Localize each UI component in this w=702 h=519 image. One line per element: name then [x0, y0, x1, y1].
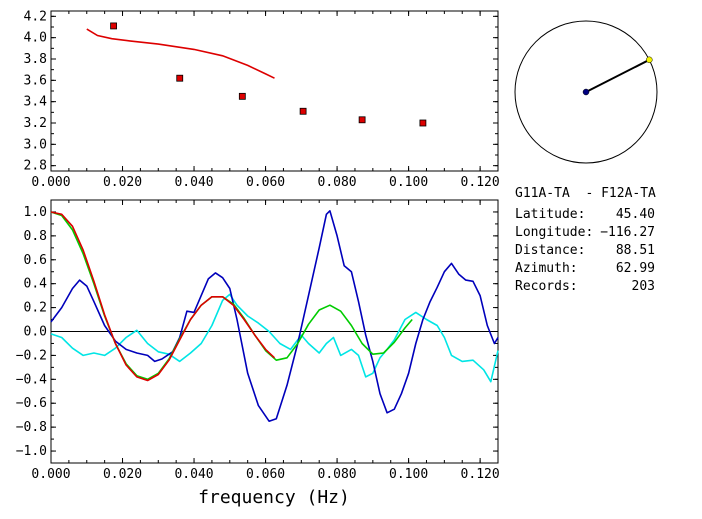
measurement-point	[419, 119, 427, 127]
measurement-point	[238, 92, 246, 100]
dispersion-axes: 0.000 0.020 0.040 0.060 0.080 0.100 0.120 2.8 3.…	[24, 9, 500, 190]
x-tick-label: 0.000	[31, 175, 70, 190]
measurement-point	[299, 107, 307, 115]
info-label: Longitude:	[515, 225, 593, 240]
x-axis-label: frequency (Hz)	[198, 487, 350, 508]
correlation-data	[50, 210, 499, 423]
y-tick-label: 3.4	[24, 95, 48, 110]
measurement-point	[358, 116, 366, 124]
y-tick-label: 4.0	[24, 31, 47, 46]
model-curve	[86, 28, 275, 79]
y-tick-label: 0.6	[24, 253, 47, 268]
station-pair-label: G11A-TA - F12A-TA	[515, 186, 656, 201]
dispersion-data	[86, 22, 427, 127]
cyan-series-line	[50, 293, 499, 383]
y-tick-label: 2.8	[24, 159, 47, 174]
y-tick-label: 3.0	[24, 137, 47, 152]
info-value: 45.40	[616, 207, 655, 222]
y-tick-label: 3.6	[24, 73, 47, 88]
y-tick-label: −0.2	[16, 348, 47, 363]
info-label: Azimuth:	[515, 261, 578, 276]
x-tick-label: 0.040	[174, 467, 213, 482]
x-tick-label: 0.020	[103, 175, 142, 190]
y-tick-label: 0.0	[24, 325, 47, 340]
info-value: 62.99	[616, 261, 655, 276]
station-info: G11A-TA - F12A-TA Latitude: 45.40 Longitud…	[515, 186, 656, 294]
blue-series-line	[50, 210, 499, 423]
y-tick-label: 0.8	[24, 229, 47, 244]
x-tick-label: 0.080	[318, 467, 357, 482]
azimuth-circle	[514, 20, 658, 164]
azimuth-line	[585, 58, 650, 93]
y-tick-label: 1.0	[24, 205, 47, 220]
x-tick-label: 0.000	[31, 467, 70, 482]
red-series-line	[50, 211, 276, 382]
info-value: −116.27	[600, 225, 655, 240]
y-tick-label: 0.4	[24, 277, 48, 292]
y-tick-label: 4.2	[24, 9, 47, 24]
azimuth-map	[514, 20, 658, 164]
info-value: 88.51	[616, 243, 655, 258]
x-tick-label: 0.080	[318, 175, 357, 190]
info-value: 203	[632, 279, 655, 294]
y-tick-label: −0.8	[16, 420, 47, 435]
y-tick-label: 3.8	[24, 52, 47, 67]
x-tick-label: 0.120	[461, 467, 500, 482]
info-label: Distance:	[515, 243, 585, 258]
correlation-axes: 0.000 0.020 0.040 0.060 0.080 0.100 0.120 1.0 0.…	[16, 199, 500, 482]
dispersion-panel: 0.000 0.020 0.040 0.060 0.080 0.100 0.120 2.8 3.…	[24, 9, 500, 190]
measurement-point	[176, 74, 184, 82]
dispersion-plot-frame	[50, 10, 499, 172]
x-tick-label: 0.100	[389, 467, 428, 482]
center-station-marker	[582, 88, 590, 96]
correlation-panel: 0.000 0.020 0.040 0.060 0.080 0.100 0.120 1.0 0.…	[16, 199, 500, 508]
y-tick-label: 3.2	[24, 116, 47, 131]
x-tick-label: 0.020	[103, 467, 142, 482]
x-tick-label: 0.120	[461, 175, 500, 190]
x-tick-label: 0.060	[246, 175, 285, 190]
remote-station-marker	[646, 56, 653, 64]
info-label: Latitude:	[515, 207, 585, 222]
x-tick-label: 0.040	[174, 175, 213, 190]
y-tick-label: 0.2	[24, 301, 47, 316]
x-tick-label: 0.100	[389, 175, 428, 190]
y-tick-label: −1.0	[16, 444, 47, 459]
x-tick-label: 0.060	[246, 467, 285, 482]
info-label: Records:	[515, 279, 578, 294]
y-tick-label: −0.4	[16, 372, 47, 387]
y-tick-label: −0.6	[16, 396, 47, 411]
measurement-point	[110, 22, 117, 30]
